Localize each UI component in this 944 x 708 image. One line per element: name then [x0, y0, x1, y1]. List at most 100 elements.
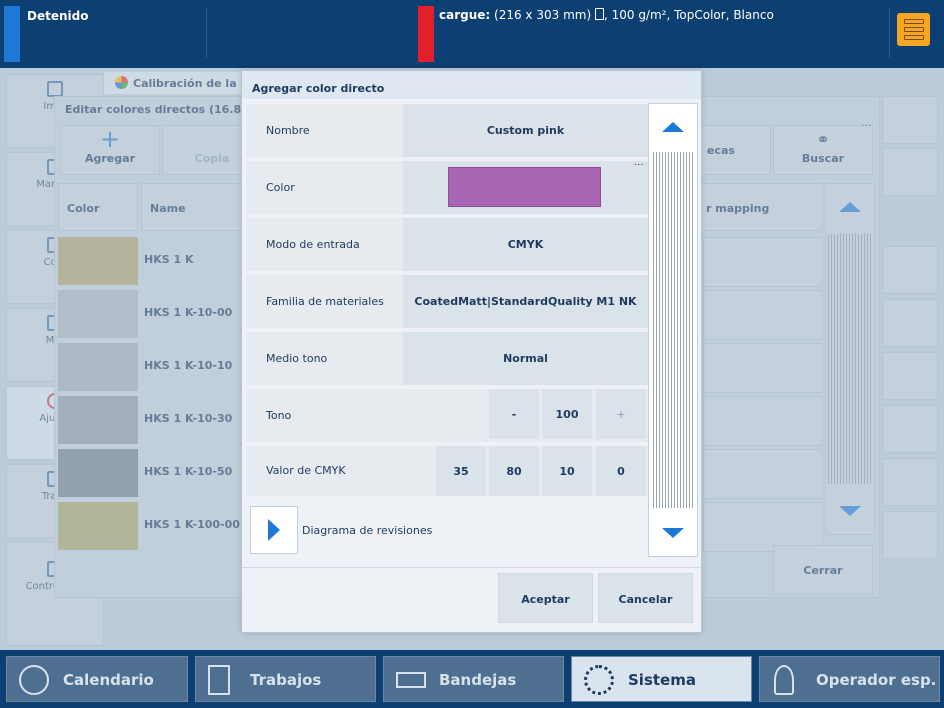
tone-increase-button[interactable]: +	[596, 389, 646, 439]
nav-calendar[interactable]: Calendario	[6, 656, 188, 702]
scroll-up-icon[interactable]	[662, 122, 684, 132]
dialog-scrollbar[interactable]	[648, 103, 698, 557]
scroll-down-icon[interactable]	[839, 506, 861, 516]
search-label: Buscar	[801, 152, 845, 165]
list-scrollbar[interactable]	[825, 183, 875, 535]
media-family-label: Familia de materiales	[266, 295, 384, 308]
color-swatch[interactable]	[448, 167, 601, 207]
list-cell	[882, 148, 938, 196]
column-header-color[interactable]: Color	[58, 183, 138, 231]
halftone-label: Medio tono	[266, 352, 328, 365]
color-swatch	[58, 449, 138, 497]
color-name: HKS 1 K	[144, 253, 194, 266]
list-cell	[882, 511, 938, 559]
top-status-bar: Detenido cargue: (216 x 303 mm) , 100 g/…	[0, 0, 944, 68]
scrollbar-track[interactable]	[828, 234, 872, 484]
nav-label: Bandejas	[439, 671, 517, 689]
libraries-label: ecas	[707, 144, 735, 157]
cmyk-label: Valor de CMYK	[266, 464, 346, 477]
nav-jobs[interactable]: Trabajos	[195, 656, 376, 702]
color-swatch	[58, 343, 138, 391]
color-field[interactable]	[403, 161, 648, 214]
calibration-title: Calibración de la imp	[133, 77, 264, 90]
calibration-logo-icon	[115, 76, 128, 89]
color-swatch	[58, 396, 138, 444]
cmyk-y-field[interactable]: 10	[542, 446, 592, 496]
list-cell	[882, 299, 938, 347]
tray-icon	[396, 672, 426, 688]
document-icon	[594, 8, 604, 20]
revisions-row[interactable]: Diagrama de revisiones	[246, 505, 648, 555]
user-key-icon	[774, 665, 794, 695]
color-name: HKS 1 K-100-00	[144, 518, 240, 531]
server-menu-icon[interactable]	[897, 13, 930, 46]
color-label: Color	[266, 181, 295, 194]
load-media: , 100 g/m², TopColor, Blanco	[603, 8, 774, 22]
loaded-media-info[interactable]: cargue: (216 x 303 mm) , 100 g/m², TopCo…	[439, 8, 774, 22]
cmyk-m-field[interactable]: 80	[489, 446, 539, 496]
list-cell	[703, 343, 823, 393]
divider	[206, 8, 207, 58]
media-family-row: Familia de materiales CoatedMatt|Standar…	[246, 275, 648, 328]
media-family-select[interactable]: CoatedMatt|StandardQuality M1 NK	[403, 275, 648, 328]
nav-label: Trabajos	[250, 671, 322, 689]
scroll-up-icon[interactable]	[839, 202, 861, 212]
nav-system[interactable]: Sistema	[571, 656, 752, 702]
nav-operator[interactable]: Operador esp.	[759, 656, 940, 702]
table-row[interactable]: HKS 1 K-10-50	[58, 449, 698, 499]
list-cell	[882, 458, 938, 506]
input-mode-select[interactable]: CMYK	[403, 218, 648, 271]
list-cell	[882, 405, 938, 453]
more-options-icon[interactable]: ···	[861, 119, 872, 132]
nav-label: Sistema	[628, 671, 696, 689]
table-row[interactable]: HKS 1 K-10-10	[58, 343, 698, 393]
input-mode-label: Modo de entrada	[266, 238, 360, 251]
name-label: Nombre	[266, 124, 310, 137]
cmyk-k-field[interactable]: 0	[596, 446, 646, 496]
cmyk-row: Valor de CMYK 35 80 10 0	[246, 446, 648, 496]
add-label: Agregar	[85, 152, 135, 165]
scrollbar-track[interactable]	[653, 152, 693, 508]
add-button[interactable]: + Agregar	[60, 125, 160, 175]
search-button[interactable]: ⚭ Buscar	[773, 125, 873, 175]
cancel-button[interactable]: Cancelar	[598, 573, 693, 623]
table-row[interactable]: HKS 1 K-10-30	[58, 396, 698, 446]
halftone-select[interactable]: Normal	[403, 332, 648, 385]
dialog-title: Agregar color directo	[242, 71, 701, 99]
list-cell	[703, 290, 823, 340]
document-icon	[208, 665, 230, 695]
tone-value-field[interactable]: 100	[542, 389, 592, 439]
tone-decrease-button[interactable]: -	[489, 389, 539, 439]
plus-icon: +	[99, 125, 121, 153]
list-cell	[703, 502, 823, 552]
close-button[interactable]: Cerrar	[773, 545, 873, 595]
spot-colors-title: Editar colores directos (16.880 color	[65, 103, 292, 116]
column-header-mapping[interactable]: r mapping	[697, 183, 823, 231]
list-cell	[703, 449, 823, 499]
list-cell	[703, 237, 823, 287]
bottom-navigation: Calendario Trabajos Bandejas Sistema Ope…	[0, 650, 944, 708]
expand-button[interactable]	[250, 506, 298, 554]
nav-trays[interactable]: Bandejas	[383, 656, 564, 702]
table-row[interactable]: HKS 1 K	[58, 237, 698, 287]
printer-status: Detenido	[27, 9, 89, 23]
table-row[interactable]: HKS 1 K-100-00	[58, 502, 698, 552]
scroll-down-icon[interactable]	[662, 528, 684, 538]
table-row[interactable]: HKS 1 K-10-00	[58, 290, 698, 340]
nav-label: Calendario	[63, 671, 154, 689]
nav-label: Operador esp.	[816, 671, 937, 689]
more-options-icon[interactable]: ...	[634, 157, 644, 168]
tone-row: Tono - 100 +	[246, 389, 648, 442]
name-field[interactable]: Custom pink	[403, 104, 648, 157]
close-label: Cerrar	[803, 564, 843, 577]
name-row: Nombre Custom pink	[246, 104, 648, 157]
play-arrow-icon	[268, 519, 280, 541]
accept-button[interactable]: Aceptar	[498, 573, 593, 623]
status-indicator	[4, 6, 20, 62]
cmyk-c-field[interactable]: 35	[436, 446, 486, 496]
clock-icon	[19, 665, 49, 695]
load-prefix: cargue:	[439, 8, 491, 22]
copy-label: Copia	[194, 152, 230, 165]
right-panel	[882, 96, 940, 650]
error-indicator[interactable]	[418, 6, 434, 62]
